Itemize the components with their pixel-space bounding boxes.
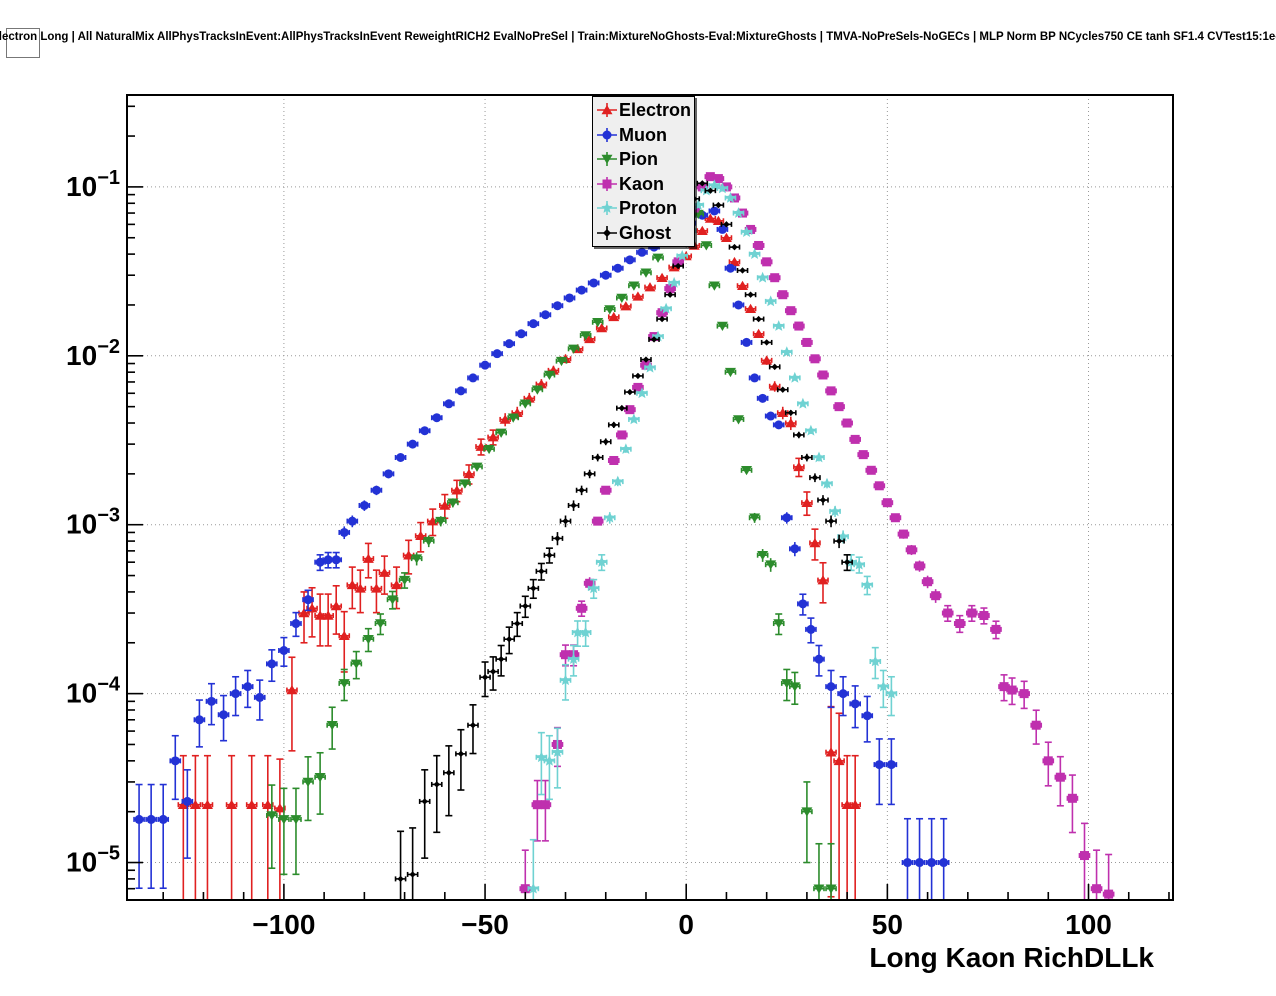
legend: Electron Muon Pion Kaon Proton Ghost: [592, 96, 695, 247]
x-tick-label: −100: [252, 909, 315, 940]
triangle-up-marker-icon: [597, 103, 617, 118]
plot-title: RichDLLk Electron Long | All NaturalMix …: [0, 31, 1276, 43]
legend-label: Kaon: [619, 173, 664, 194]
triangle-down-marker-icon: [597, 152, 617, 167]
series-ghost: [394, 180, 853, 900]
y-tick-label: 10−4: [66, 674, 121, 709]
legend-label: Ghost: [619, 222, 671, 243]
legend-entry-pion: Pion: [595, 147, 692, 172]
x-tick-label: −50: [461, 909, 509, 940]
circle-marker-icon: [597, 127, 617, 142]
star-marker-icon: [597, 201, 617, 216]
y-tick-label: 10−1: [66, 167, 120, 202]
legend-entry-electron: Electron: [595, 98, 692, 123]
x-tick-label: 0: [678, 909, 694, 940]
plot-frame: [126, 94, 1174, 901]
legend-label: Electron: [619, 100, 692, 121]
y-tick-label: 10−5: [66, 843, 120, 878]
legend-label: Proton: [619, 198, 677, 219]
legend-entry-proton: Proton: [595, 196, 692, 221]
legend-label: Pion: [619, 149, 658, 170]
y-tick-labels: 10−1 10−2 10−3 10−4 10−5: [66, 167, 121, 878]
x-tick-label: 50: [872, 909, 903, 940]
x-tick-label: 100: [1065, 909, 1112, 940]
legend-entry-muon: Muon: [595, 123, 692, 148]
x-tick-labels: −100 −50 0 50 100: [252, 909, 1112, 940]
diamond-marker-icon: [597, 225, 617, 240]
y-tick-label: 10−3: [66, 505, 120, 540]
axis-ticks: [127, 105, 1170, 901]
corner-box: [6, 28, 40, 58]
y-tick-label: 10−2: [66, 336, 120, 371]
series-pion: [266, 209, 837, 900]
x-axis-title: Long Kaon RichDLLk: [869, 942, 1154, 973]
legend-entry-kaon: Kaon: [595, 172, 692, 197]
legend-entry-ghost: Ghost: [595, 221, 692, 246]
legend-label: Muon: [619, 124, 667, 145]
square-marker-icon: [597, 176, 617, 191]
series-proton: [527, 179, 898, 900]
